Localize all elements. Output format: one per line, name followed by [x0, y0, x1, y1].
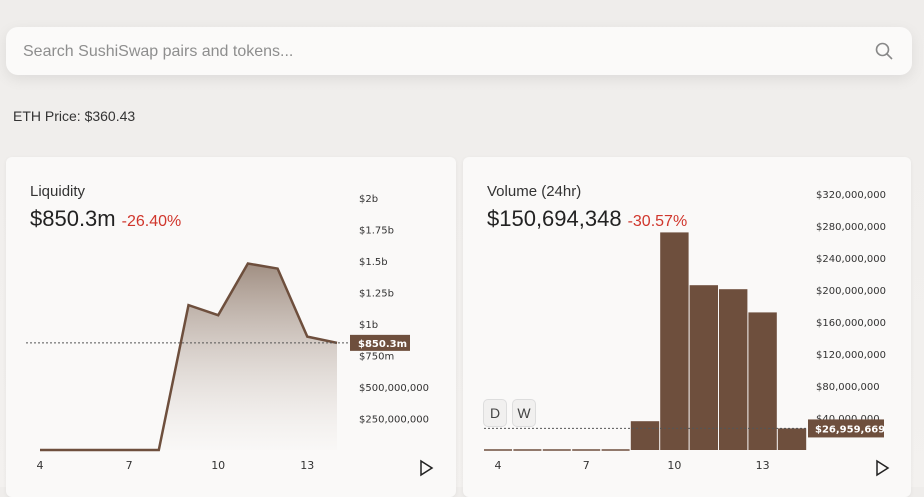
volume-y-tick: $80,000,000	[816, 382, 880, 393]
liquidity-x-tick: 10	[211, 459, 225, 472]
liquidity-current-tag	[350, 334, 410, 351]
volume-title: Volume (24hr)	[487, 183, 582, 200]
volume-y-tick: $160,000,000	[816, 318, 886, 329]
liquidity-y-tick: $1b	[359, 320, 378, 331]
liquidity-x-tick: 4	[37, 459, 44, 472]
charts: $250,000,000 $500,000,000 $750m $1b $1.25b $1…	[26, 190, 890, 477]
liquidity-x-tick: 7	[126, 459, 133, 472]
volume-bar	[748, 312, 777, 450]
volume-current-label: $26,959,669	[815, 424, 885, 435]
volume-y-tick: $320,000,000	[816, 190, 886, 201]
liquidity-y-tick: $250,000,000	[359, 415, 429, 426]
volume-y-tick: $200,000,000	[816, 286, 886, 297]
liquidity-current-label: $850.3m	[358, 339, 407, 350]
play-icon	[876, 459, 890, 477]
volume-bar	[777, 428, 807, 450]
eth-price: ETH Price: $360.43	[13, 108, 136, 124]
volume-value: $150,694,348 -30.57%	[487, 206, 687, 232]
volume-change: -30.57%	[627, 213, 688, 230]
volume-y-tick: $240,000,000	[816, 254, 886, 265]
liquidity-y-tick: $1.25b	[359, 289, 394, 300]
liquidity-title: Liquidity	[30, 183, 86, 200]
liquidity-y-tick: $1.5b	[359, 257, 388, 268]
volume-amount: $150,694,348	[487, 206, 622, 231]
volume-y-tick: $120,000,000	[816, 350, 886, 361]
liquidity-y-tick: $500,000,000	[359, 383, 429, 394]
volume-bar	[719, 289, 748, 450]
liquidity-y-tick: $2b	[359, 194, 378, 205]
volume-bar	[630, 421, 660, 450]
liquidity-y-tick: $1.75b	[359, 226, 394, 237]
liquidity-value: $850.3m -26.40%	[30, 206, 181, 232]
liquidity-area	[40, 263, 337, 450]
search-icon[interactable]	[874, 41, 894, 61]
volume-bar	[660, 232, 689, 450]
liquidity-line	[40, 262, 338, 452]
liquidity-y-tick: $750m	[359, 352, 394, 363]
volume-bar	[689, 285, 718, 450]
liquidity-x-tick: 13	[300, 459, 314, 472]
liquidity-change: -26.40%	[121, 213, 182, 230]
search-bar[interactable]: Search SushiSwap pairs and tokens...	[6, 27, 912, 75]
search-input[interactable]: Search SushiSwap pairs and tokens...	[23, 43, 294, 60]
liquidity-amount: $850.3m	[30, 206, 116, 231]
play-icon	[420, 459, 434, 477]
week-button[interactable]: W	[512, 399, 536, 427]
volume-x-tick: 10	[667, 459, 681, 472]
day-button[interactable]: D	[483, 399, 507, 427]
volume-y-tick: $280,000,000	[816, 222, 886, 233]
volume-x-tick: 13	[756, 459, 770, 472]
volume-x-tick: 4	[495, 459, 502, 472]
volume-current-tag	[808, 419, 884, 438]
volume-x-tick: 7	[583, 459, 590, 472]
